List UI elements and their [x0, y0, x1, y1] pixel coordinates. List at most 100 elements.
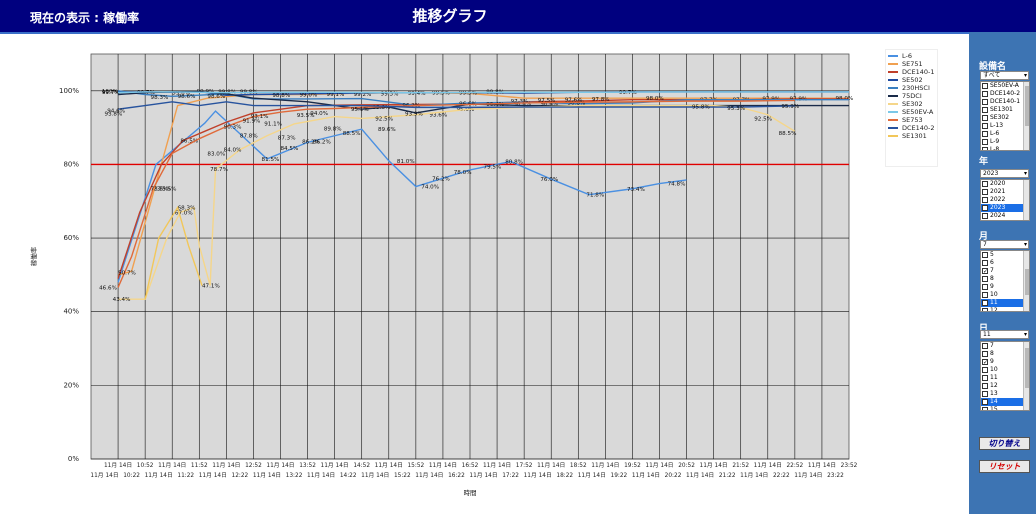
data-label: 86.5% — [180, 139, 198, 145]
list-item-label: L-9 — [990, 138, 1000, 145]
day-list-item[interactable]: ✓ 14 — [981, 398, 1029, 406]
checkbox[interactable]: ✓ — [982, 359, 989, 366]
checkbox[interactable] — [982, 181, 988, 187]
x-tick-label: 15:22 — [394, 473, 411, 479]
data-label: 90.3% — [224, 125, 242, 131]
day-list-item[interactable]: 7 — [981, 342, 1029, 350]
equipment-list-item[interactable]: L-8 — [981, 146, 1029, 150]
month-list-item[interactable]: 12 — [981, 307, 1029, 311]
scrollbar-thumb[interactable] — [1025, 86, 1029, 126]
checkbox[interactable] — [982, 351, 988, 357]
equipment-list-item[interactable]: SE50EV-A — [981, 82, 1029, 90]
year-list-item[interactable]: 2022 — [981, 196, 1029, 204]
checkbox[interactable] — [982, 139, 988, 145]
checkbox[interactable] — [982, 213, 988, 219]
equipment-list-item[interactable]: DCE140-1 — [981, 98, 1029, 106]
checkbox[interactable] — [982, 308, 988, 311]
day-list-item[interactable]: 15 — [981, 406, 1029, 410]
equipment-list-item[interactable]: L-9 — [981, 138, 1029, 146]
day-list-item[interactable]: 10 — [981, 366, 1029, 374]
checkbox[interactable] — [982, 147, 988, 150]
x-tick-label: 11月 14日 — [686, 472, 714, 479]
data-label: 67.0% — [175, 210, 193, 216]
day-list-item[interactable]: 12 — [981, 382, 1029, 390]
equipment-list-item[interactable]: L-6 — [981, 130, 1029, 138]
checkbox[interactable] — [982, 284, 988, 290]
day-filter-title: 日 — [979, 324, 989, 334]
checkbox[interactable] — [982, 189, 988, 195]
checkbox[interactable] — [982, 99, 988, 105]
scrollbar-thumb[interactable] — [1025, 348, 1029, 388]
day-list-item[interactable]: 13 — [981, 390, 1029, 398]
x-tick-label: 11月 14日 — [794, 472, 822, 479]
data-label: 96.6% — [540, 101, 558, 107]
checkbox[interactable]: ✓ — [982, 399, 989, 406]
year-list-item[interactable]: 2024 — [981, 212, 1029, 220]
day-list[interactable]: 7 8 ✓ 9 10 11 12 13 ✓ 14 15 — [980, 341, 1030, 411]
checkbox[interactable] — [982, 123, 988, 129]
x-tick-label: 17:22 — [502, 473, 519, 479]
checkbox[interactable] — [982, 91, 988, 97]
legend-label: L-6 — [902, 52, 912, 60]
day-list-item[interactable]: 8 — [981, 350, 1029, 358]
checkbox[interactable] — [982, 391, 988, 397]
month-list-item[interactable]: 10 — [981, 291, 1029, 299]
equipment-select[interactable]: すべて ▾ — [980, 71, 1029, 80]
switch-button[interactable]: 切り替え — [979, 437, 1030, 450]
equipment-list-item[interactable]: L-13 — [981, 122, 1029, 130]
month-list-item[interactable]: 5 — [981, 251, 1029, 259]
month-list-item[interactable]: ✓ 7 — [981, 267, 1029, 275]
month-list-item[interactable]: 8 — [981, 275, 1029, 283]
checkbox[interactable] — [982, 115, 988, 121]
reset-button[interactable]: リセット — [979, 460, 1030, 473]
checkbox[interactable] — [982, 367, 988, 373]
x-tick-label: 13:52 — [299, 463, 316, 469]
month-list-item[interactable]: 6 — [981, 259, 1029, 267]
data-label: 99.0% — [299, 93, 317, 99]
scrollbar-thumb[interactable] — [1025, 269, 1029, 295]
equipment-list[interactable]: SE50EV-A DCE140-2 DCE140-1 SE1301 SE302 L-13 L… — [980, 81, 1030, 151]
checkbox[interactable] — [982, 292, 988, 298]
checkbox[interactable]: ✓ — [982, 268, 989, 275]
checkbox[interactable] — [982, 252, 988, 258]
checkbox[interactable] — [982, 260, 988, 266]
data-label: 99.7% — [102, 90, 120, 96]
equipment-list-item[interactable]: SE1301 — [981, 106, 1029, 114]
equipment-list-item[interactable]: SE302 — [981, 114, 1029, 122]
data-label: 99.5% — [432, 91, 450, 97]
month-list-item[interactable]: ✓ 11 — [981, 299, 1029, 307]
data-label: 99.7% — [619, 90, 637, 96]
scrollbar[interactable] — [1023, 180, 1029, 220]
equipment-list-item[interactable]: DCE140-2 — [981, 90, 1029, 98]
scrollbar[interactable] — [1023, 82, 1029, 150]
x-tick-label: 11月 14日 — [104, 462, 132, 469]
day-select[interactable]: 11 ▾ — [980, 330, 1029, 339]
checkbox[interactable] — [982, 343, 988, 349]
year-select[interactable]: 2023 ▾ — [980, 169, 1029, 178]
month-list[interactable]: 5 6 ✓ 7 8 9 10 ✓ 11 12 — [980, 250, 1030, 312]
checkbox[interactable] — [982, 276, 988, 282]
checkbox[interactable] — [982, 375, 988, 381]
year-list-item[interactable]: 2021 — [981, 188, 1029, 196]
x-tick-label: 11月 14日 — [415, 472, 443, 479]
data-label: 93.6% — [429, 112, 447, 118]
year-list[interactable]: 2020 2021 2022 ✓ 2023 2024 — [980, 179, 1030, 221]
scrollbar[interactable] — [1023, 251, 1029, 311]
data-label: 96.6% — [513, 101, 531, 107]
checkbox[interactable] — [982, 383, 988, 389]
day-list-item[interactable]: 11 — [981, 374, 1029, 382]
checkbox[interactable] — [982, 131, 988, 137]
month-select[interactable]: 7 ▾ — [980, 240, 1029, 249]
year-list-item[interactable]: ✓ 2023 — [981, 204, 1029, 212]
month-list-item[interactable]: 9 — [981, 283, 1029, 291]
checkbox[interactable]: ✓ — [982, 205, 989, 212]
checkbox[interactable]: ✓ — [982, 300, 989, 307]
checkbox[interactable] — [982, 197, 988, 203]
checkbox[interactable] — [982, 83, 988, 89]
year-list-item[interactable]: 2020 — [981, 180, 1029, 188]
scrollbar[interactable] — [1023, 342, 1029, 410]
checkbox[interactable] — [982, 407, 988, 410]
day-list-item[interactable]: ✓ 9 — [981, 358, 1029, 366]
data-label: 78.0% — [454, 170, 472, 176]
checkbox[interactable] — [982, 107, 988, 113]
